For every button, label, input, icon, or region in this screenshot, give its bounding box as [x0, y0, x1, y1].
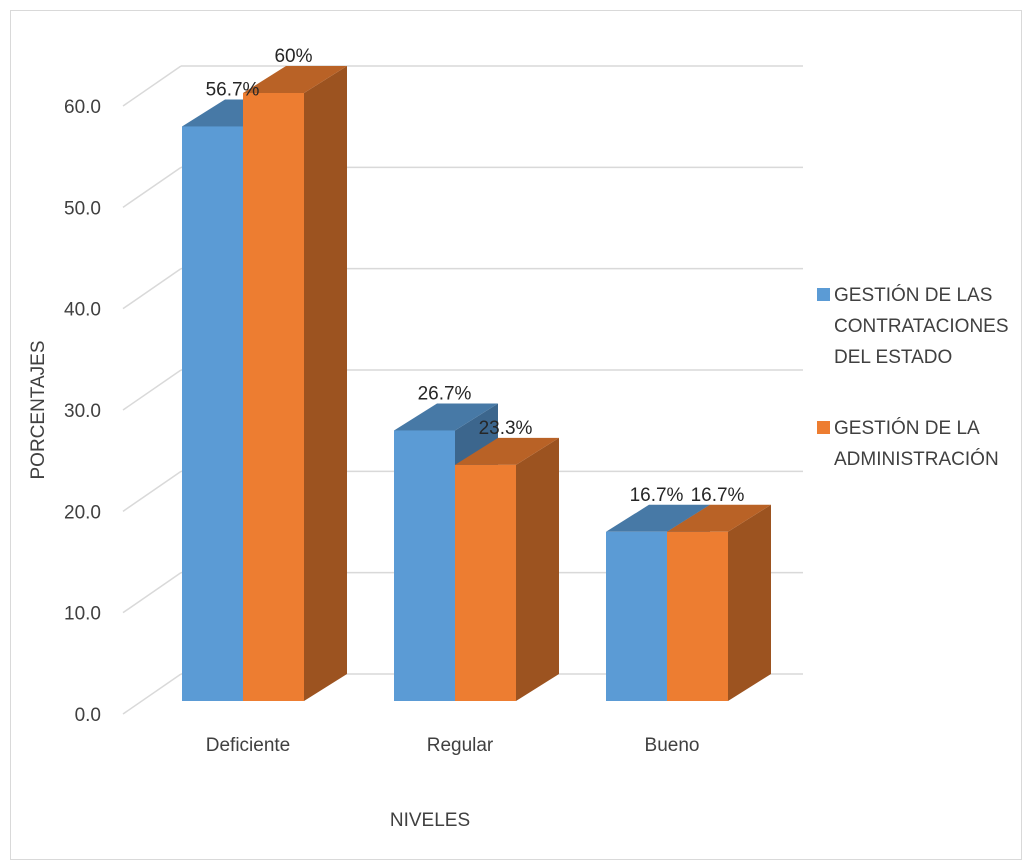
gridline-diagonal — [122, 369, 182, 411]
bar — [667, 504, 771, 701]
chart-frame — [10, 10, 1022, 860]
legend-item: GESTIÓN DE LAS CONTRATACIONES DEL ESTADO — [817, 284, 1009, 368]
data-label: 56.7% — [206, 79, 260, 100]
y-tick-label: 60.0 — [64, 97, 101, 118]
y-tick-label: 10.0 — [64, 604, 101, 625]
bar-top — [667, 504, 771, 532]
gridline-diagonal — [122, 166, 182, 208]
bar-front — [394, 430, 455, 701]
data-label: 16.7% — [630, 485, 684, 506]
bar-top — [606, 504, 710, 532]
legend-item: GESTIÓN DE LA ADMINISTRACIÓN — [817, 417, 999, 470]
bar-side — [304, 66, 347, 701]
gridline-diagonal — [122, 673, 182, 715]
legend-label: DEL ESTADO — [834, 347, 952, 368]
legend-label: CONTRATACIONES — [834, 316, 1009, 337]
y-tick-label: 40.0 — [64, 300, 101, 321]
x-category-label: Bueno — [645, 735, 700, 756]
data-label: 23.3% — [479, 418, 533, 439]
x-axis-categories: Deficiente Regular Bueno — [206, 735, 700, 756]
bar-top — [243, 66, 347, 93]
data-label: 16.7% — [691, 485, 745, 506]
bar — [455, 437, 559, 701]
x-category-label: Deficiente — [206, 735, 291, 756]
data-label: 26.7% — [418, 383, 472, 404]
bar-front — [667, 531, 728, 701]
legend-swatch — [817, 288, 830, 301]
data-labels: 56.7% 60% 26.7% 23.3% 16.7% 16.7% — [206, 46, 745, 506]
legend-label: GESTIÓN DE LAS — [834, 284, 992, 306]
y-tick-label: 0.0 — [75, 705, 101, 726]
bar — [243, 66, 347, 701]
x-axis-title: NIVELES — [390, 810, 470, 831]
gridline-diagonal — [122, 572, 182, 614]
y-tick-label: 30.0 — [64, 401, 101, 422]
bars — [182, 66, 771, 701]
bar-front — [455, 464, 516, 701]
bar-front — [182, 126, 243, 701]
bar-side — [728, 504, 771, 701]
gridline-diagonal — [122, 65, 182, 107]
gridline-diagonal — [122, 470, 182, 512]
legend-swatch — [817, 421, 830, 434]
x-category-label: Regular — [427, 735, 494, 756]
legend-label: GESTIÓN DE LA — [834, 417, 980, 439]
bar-front — [243, 93, 304, 701]
data-label: 60% — [274, 46, 312, 67]
bar-side — [516, 437, 559, 701]
y-tick-label: 50.0 — [64, 198, 101, 219]
bar-top — [394, 403, 498, 431]
bar-front — [606, 531, 667, 701]
legend-label: ADMINISTRACIÓN — [834, 448, 999, 470]
y-axis-ticks: 0.0 10.0 20.0 30.0 40.0 50.0 60.0 — [64, 97, 101, 726]
y-axis-title: PORCENTAJES — [28, 340, 49, 479]
y-tick-label: 20.0 — [64, 502, 101, 523]
gridline-diagonal — [122, 268, 182, 310]
bar-top — [455, 437, 559, 465]
